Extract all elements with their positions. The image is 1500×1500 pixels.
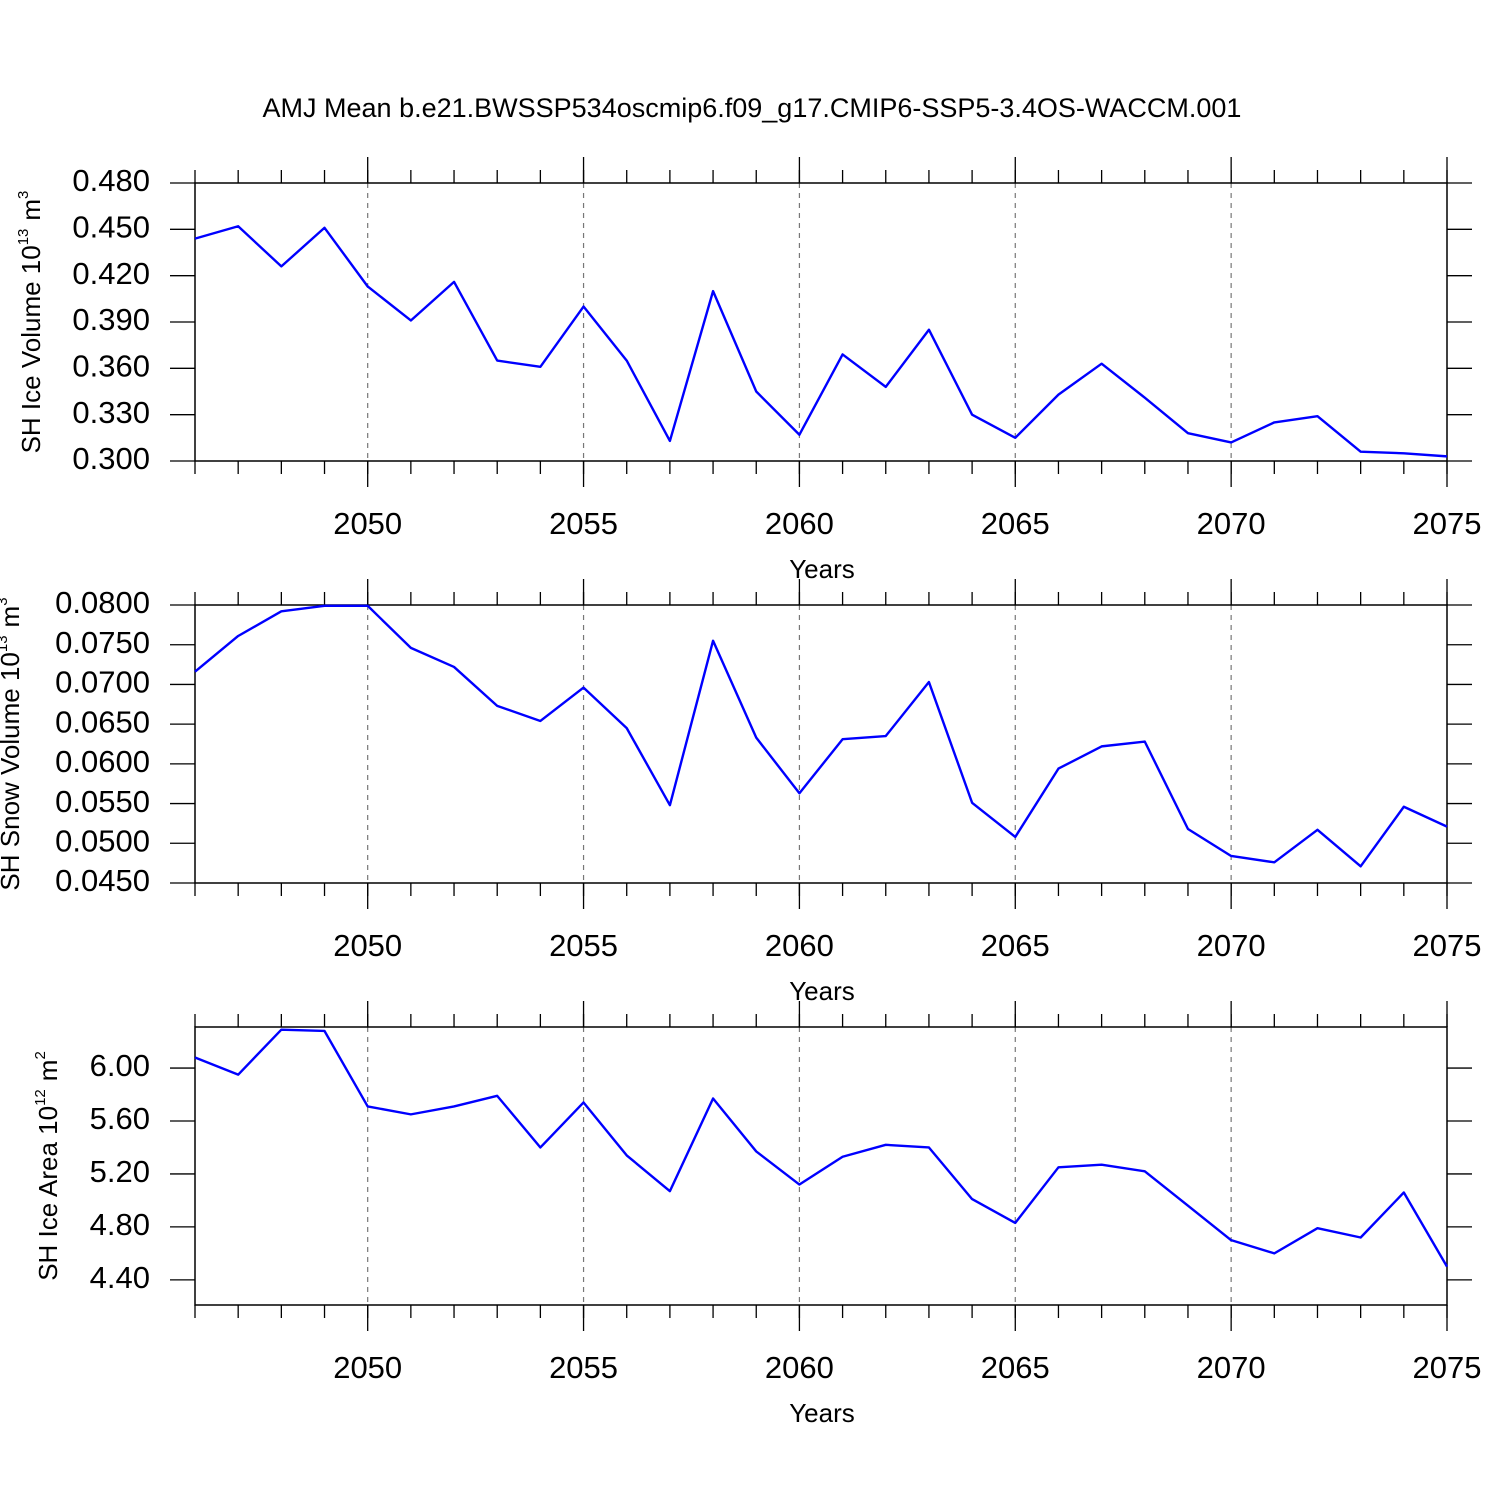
y-title-exponent: 12 — [32, 1089, 49, 1106]
x-tick-label: 2075 — [1413, 1350, 1482, 1385]
y-title-exponent: 13 — [15, 229, 32, 246]
y-title-text: SH Ice Area 10 — [33, 1106, 63, 1281]
y-tick-label: 0.0550 — [55, 784, 150, 819]
y-title-unit: m — [16, 199, 46, 221]
y-tick-label: 6.00 — [90, 1048, 150, 1083]
y-title-unit: m — [33, 1060, 63, 1082]
y-tick-label: 0.0450 — [55, 863, 150, 898]
plot-frame — [194, 604, 1448, 884]
x-tick-label: 2055 — [549, 1350, 618, 1385]
y-tick-label: 5.60 — [90, 1101, 150, 1136]
y-tick-label: 0.0500 — [55, 823, 150, 858]
x-tick-label: 2065 — [981, 506, 1050, 541]
y-title-text: SH Snow Volume 10 — [0, 652, 25, 890]
x-tick-label: 2060 — [765, 928, 834, 963]
plot-frame — [194, 1026, 1448, 1306]
data-line — [194, 604, 1448, 868]
y-tick-label: 0.480 — [72, 163, 150, 198]
y-tick-label: 0.0700 — [55, 665, 150, 700]
data-line — [194, 225, 1448, 458]
data-line — [194, 1028, 1449, 1268]
y-tick-label: 0.0750 — [55, 625, 150, 660]
y-title-unit-exponent: 2 — [32, 1051, 49, 1059]
y-tick-label: 0.330 — [72, 395, 150, 430]
x-tick-label: 2055 — [549, 928, 618, 963]
figure-title: AMJ Mean b.e21.BWSSP534oscmip6.f09_g17.C… — [263, 93, 1242, 123]
y-title-exponent: 13 — [0, 635, 11, 652]
x-tick-label: 2075 — [1413, 928, 1482, 963]
x-tick-label: 2050 — [333, 506, 402, 541]
x-axis-title: Years — [789, 554, 855, 584]
y-tick-label: 0.300 — [72, 441, 150, 476]
y-tick-label: 0.0650 — [55, 704, 150, 739]
panel: 2050 2055 2060 2065 2070 2075 0.0450 0.0500 0.05… — [0, 579, 1481, 1006]
x-tick-label: 2065 — [981, 1350, 1050, 1385]
y-tick-label: 5.20 — [90, 1154, 150, 1189]
x-axis-title: Years — [789, 1398, 855, 1428]
x-tick-label: 2060 — [765, 1350, 834, 1385]
x-tick-label: 2050 — [333, 1350, 402, 1385]
y-tick-label: 0.0600 — [55, 744, 150, 779]
y-title-text: SH Ice Volume 10 — [16, 245, 46, 453]
x-tick-label: 2075 — [1413, 506, 1482, 541]
y-tick-label: 0.390 — [72, 302, 150, 337]
y-axis-title: SH Ice Area 1012 m2 — [32, 1051, 62, 1281]
y-tick-label: 4.80 — [90, 1207, 150, 1242]
y-title-unit: m — [0, 606, 25, 628]
x-tick-label: 2070 — [1197, 506, 1266, 541]
y-tick-label: 0.450 — [72, 210, 150, 245]
x-tick-label: 2065 — [981, 928, 1050, 963]
y-tick-label: 0.420 — [72, 256, 150, 291]
y-title-unit-exponent: 3 — [0, 597, 11, 605]
y-tick-label: 0.0800 — [55, 585, 150, 620]
x-tick-label: 2060 — [765, 506, 834, 541]
y-tick-label: 4.40 — [90, 1260, 150, 1295]
y-axis-title: SH Snow Volume 1013 m3 — [0, 597, 25, 890]
x-axis-title: Years — [789, 976, 855, 1006]
x-tick-label: 2070 — [1197, 928, 1266, 963]
y-tick-label: 0.360 — [72, 349, 150, 384]
x-tick-label: 2050 — [333, 928, 402, 963]
panel: 2050 2055 2060 2065 2070 2075 4.40 4.80 5.20 5.60… — [32, 1001, 1481, 1428]
panel: 2050 2055 2060 2065 2070 2075 0.300 0.330 0.360 0… — [15, 157, 1481, 584]
y-title-unit-exponent: 3 — [15, 191, 32, 199]
plot-frame — [194, 182, 1448, 462]
y-axis-title: SH Ice Volume 1013 m3 — [15, 191, 45, 454]
x-tick-label: 2055 — [549, 506, 618, 541]
x-tick-label: 2070 — [1197, 1350, 1266, 1385]
